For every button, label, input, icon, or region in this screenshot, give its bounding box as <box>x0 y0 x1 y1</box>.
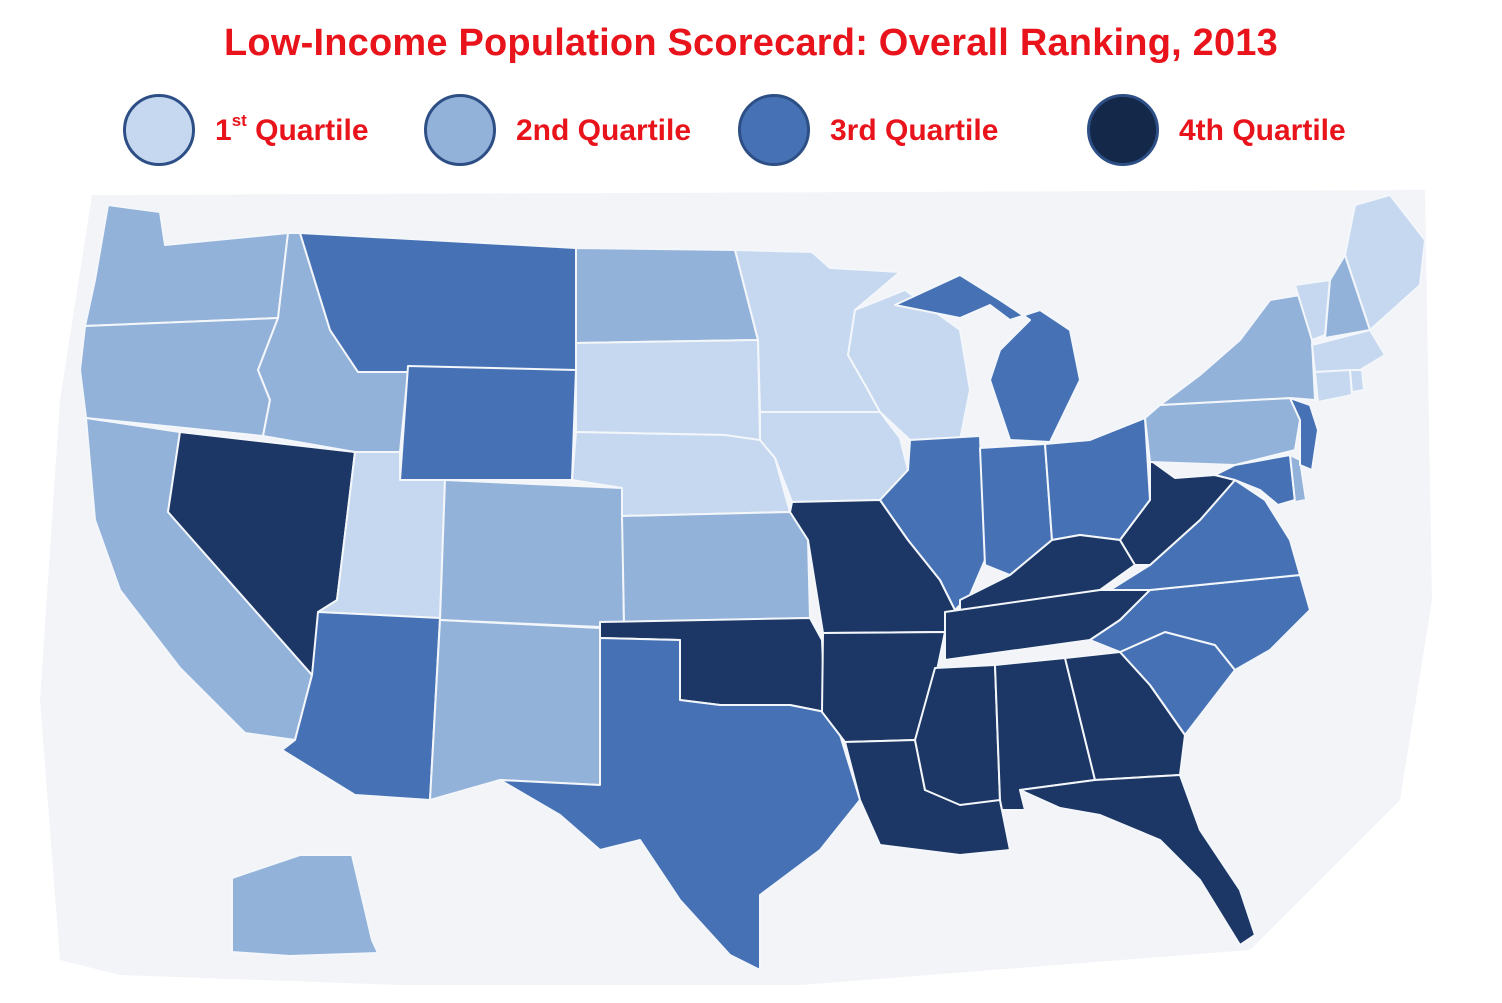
legend-swatch-q1 <box>123 94 195 166</box>
legend-swatch-q2 <box>424 94 496 166</box>
state-NC <box>1089 574 1311 671</box>
state-NJ <box>1289 397 1319 471</box>
state-KS <box>621 511 811 623</box>
legend-swatch-q4 <box>1087 94 1159 166</box>
state-MD <box>1214 454 1296 506</box>
state-CO <box>439 479 625 629</box>
legend-label-q4: 4th Quartile <box>1179 114 1346 147</box>
map-title: Low-Income Population Scorecard: Overall… <box>224 22 1278 64</box>
state-MI <box>894 274 1081 443</box>
state-OR <box>79 317 279 437</box>
state-FL <box>1019 774 1256 946</box>
state-MA <box>1311 329 1386 373</box>
state-ND <box>575 247 759 344</box>
legend-label-q2: 2nd Quartile <box>516 114 692 147</box>
state-RI <box>1349 369 1365 393</box>
legend-label-q1: 1st Quartile <box>215 111 369 147</box>
state-CT <box>1314 369 1353 403</box>
legend-swatch-q3 <box>738 94 810 166</box>
state-PA <box>1144 397 1301 466</box>
state-SD <box>575 339 761 441</box>
state-TX <box>499 637 861 971</box>
state-NM <box>429 619 601 801</box>
state-AK <box>231 854 379 957</box>
state-DE <box>1289 454 1307 503</box>
legend-label-q3: 3rd Quartile <box>830 114 999 147</box>
state-WY <box>399 365 577 481</box>
